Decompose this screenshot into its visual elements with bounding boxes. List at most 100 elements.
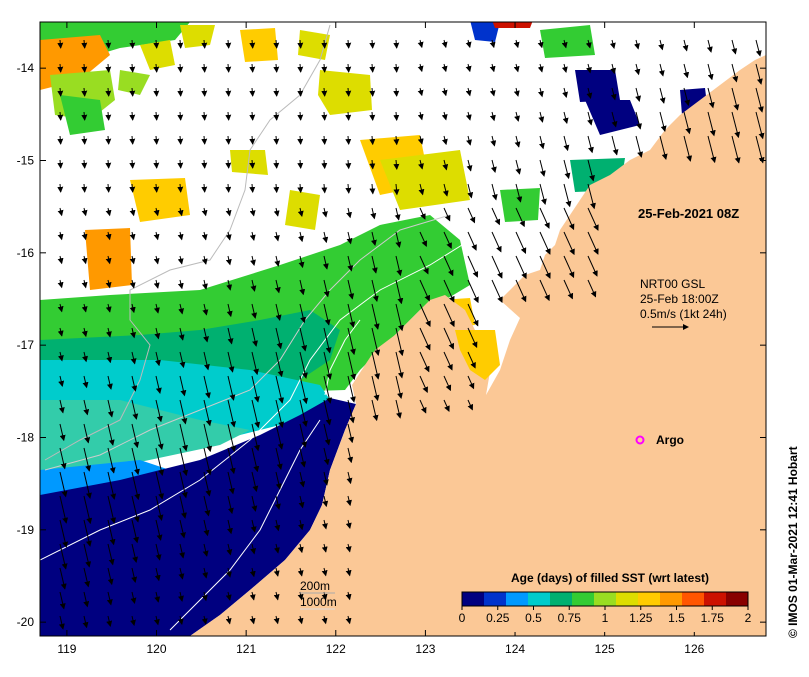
current-arrow	[177, 207, 184, 217]
current-arrow	[755, 87, 764, 113]
current-arrow	[345, 567, 352, 577]
current-legend: NRT00 GSL 25-Feb 18:00Z 0.5m/s (1kt 24h)	[640, 277, 727, 330]
current-arrow	[587, 255, 598, 277]
current-arrow	[731, 135, 741, 164]
current-arrow	[59, 519, 69, 548]
current-arrow	[105, 279, 112, 289]
current-arrow	[274, 279, 281, 294]
current-arrow	[419, 375, 428, 394]
current-arrow	[226, 303, 233, 318]
current-arrow	[131, 495, 140, 523]
current-arrow	[83, 519, 92, 547]
y-tick-label: -17	[17, 338, 35, 352]
current-arrow	[369, 39, 376, 49]
current-arrow	[465, 87, 472, 97]
current-arrow	[563, 255, 575, 279]
current-arrow	[201, 39, 208, 49]
x-tick-label: 124	[505, 642, 525, 656]
current-arrow	[273, 135, 280, 145]
current-arrow	[419, 303, 431, 328]
current-arrow	[346, 207, 352, 219]
current-arrow	[539, 159, 546, 177]
current-arrow	[251, 447, 260, 473]
current-arrow	[225, 231, 232, 241]
current-arrow	[249, 231, 256, 241]
current-arrow	[106, 591, 113, 606]
current-arrow	[177, 63, 184, 73]
current-arrow	[346, 471, 353, 485]
current-arrow	[225, 135, 232, 145]
current-arrow	[369, 111, 376, 121]
current-arrow	[513, 63, 520, 73]
current-arrow	[635, 135, 644, 158]
current-arrow	[225, 615, 232, 625]
current-arrow	[347, 375, 356, 403]
colorbar-title: Age (days) of filled SST (wrt latest)	[511, 571, 709, 585]
current-arrow	[443, 303, 455, 328]
current-arrow	[201, 255, 208, 265]
current-arrow	[57, 87, 64, 97]
current-arrow	[155, 399, 163, 423]
current-arrow	[513, 87, 520, 97]
current-arrow	[59, 591, 66, 610]
current-arrow	[299, 447, 307, 468]
current-arrow	[658, 39, 665, 51]
current-arrow	[297, 615, 304, 625]
current-arrow	[585, 39, 592, 49]
current-vectors	[57, 39, 765, 630]
current-arrow	[321, 135, 328, 145]
colorbar-swatch	[594, 592, 617, 606]
current-arrow	[81, 279, 88, 289]
current-arrow	[659, 135, 668, 161]
current-arrow	[274, 495, 281, 510]
current-arrow	[81, 183, 88, 193]
current-arrow	[731, 39, 738, 55]
current-arrow	[153, 231, 160, 241]
current-arrow	[635, 111, 642, 130]
y-tick-label: -14	[17, 61, 35, 75]
current-arrow	[179, 471, 188, 499]
current-arrow	[755, 111, 765, 140]
current-arrow	[755, 63, 763, 85]
current-arrow	[153, 159, 160, 169]
current-arrow	[465, 39, 472, 49]
x-axis: 119 120 121 122 123 124 125 126	[57, 22, 705, 656]
current-arrow	[178, 591, 184, 602]
y-tick-label: -19	[17, 523, 35, 537]
current-arrow	[659, 111, 667, 132]
current-arrow	[419, 399, 427, 414]
current-arrow	[441, 111, 448, 121]
current-arrow	[57, 255, 64, 265]
current-arrow	[417, 63, 424, 73]
current-arrow	[57, 351, 64, 362]
y-tick-label: -16	[17, 246, 35, 260]
colorbar: Age (days) of filled SST (wrt latest) 0 0…	[459, 571, 760, 632]
current-arrow	[587, 183, 596, 210]
current-arrow	[537, 39, 544, 49]
current-arrow	[154, 591, 161, 603]
current-arrow	[129, 303, 136, 314]
current-arrow	[417, 39, 424, 49]
current-arrow	[731, 87, 740, 111]
current-arrow	[57, 279, 64, 289]
current-arrow	[467, 375, 475, 390]
current-arrow	[539, 231, 551, 255]
current-arrow	[417, 87, 424, 97]
current-arrow	[105, 63, 112, 73]
current-arrow	[105, 255, 112, 265]
current-arrow	[299, 303, 307, 324]
current-arrow	[489, 63, 496, 73]
current-arrow	[683, 111, 692, 135]
colorbar-tick-label: 2	[745, 611, 752, 625]
current-arrow	[227, 447, 236, 475]
current-arrow	[177, 183, 184, 193]
current-arrow	[635, 87, 641, 102]
current-arrow	[129, 183, 136, 193]
current-arrow	[105, 111, 112, 121]
y-tick-label: -18	[17, 430, 35, 444]
current-arrow	[443, 327, 455, 350]
current-arrow	[321, 111, 328, 121]
current-arrow	[515, 207, 525, 228]
current-arrow	[659, 87, 666, 104]
current-arrow	[225, 39, 232, 49]
